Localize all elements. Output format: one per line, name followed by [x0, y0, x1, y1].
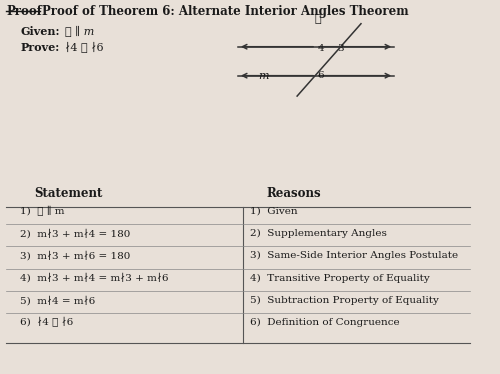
Text: 6)  Definition of Congruence: 6) Definition of Congruence [250, 318, 400, 327]
Text: 3)  Same-Side Interior Angles Postulate: 3) Same-Side Interior Angles Postulate [250, 251, 458, 260]
Text: 3: 3 [338, 44, 344, 53]
Text: 5)  m∤4 = m∤6: 5) m∤4 = m∤6 [20, 295, 96, 305]
Text: ℓ ∥ m: ℓ ∥ m [66, 25, 94, 37]
Text: Given:: Given: [20, 26, 60, 37]
Text: 5)  Subtraction Property of Equality: 5) Subtraction Property of Equality [250, 296, 438, 305]
Text: 2)  Supplementary Angles: 2) Supplementary Angles [250, 229, 386, 238]
Text: 4)  m∤3 + m∤4 = m∤3 + m∤6: 4) m∤3 + m∤4 = m∤3 + m∤6 [20, 273, 169, 283]
Text: m: m [258, 71, 268, 81]
Text: 1)  ℓ ∥ m: 1) ℓ ∥ m [20, 206, 65, 216]
Text: 2)  m∤3 + m∤4 = 180: 2) m∤3 + m∤4 = 180 [20, 229, 130, 238]
Text: 6)  ∤4 ≅ ∤6: 6) ∤4 ≅ ∤6 [20, 318, 74, 328]
Text: 4: 4 [318, 44, 324, 53]
Text: 6: 6 [318, 71, 324, 80]
Text: Statement: Statement [34, 187, 103, 200]
Text: Proof: Proof [6, 5, 42, 18]
Text: ∤4 ≅ ∤6: ∤4 ≅ ∤6 [66, 42, 104, 53]
Text: Prove:: Prove: [20, 42, 59, 53]
Text: 1)  Given: 1) Given [250, 207, 298, 216]
Text: 4)  Transitive Property of Equality: 4) Transitive Property of Equality [250, 273, 430, 282]
Text: ℓ: ℓ [314, 15, 321, 24]
Text: Reasons: Reasons [266, 187, 321, 200]
Text: Proof of Theorem 6: Alternate Interior Angles Theorem: Proof of Theorem 6: Alternate Interior A… [42, 5, 408, 18]
Text: 3)  m∤3 + m∤6 = 180: 3) m∤3 + m∤6 = 180 [20, 251, 130, 261]
